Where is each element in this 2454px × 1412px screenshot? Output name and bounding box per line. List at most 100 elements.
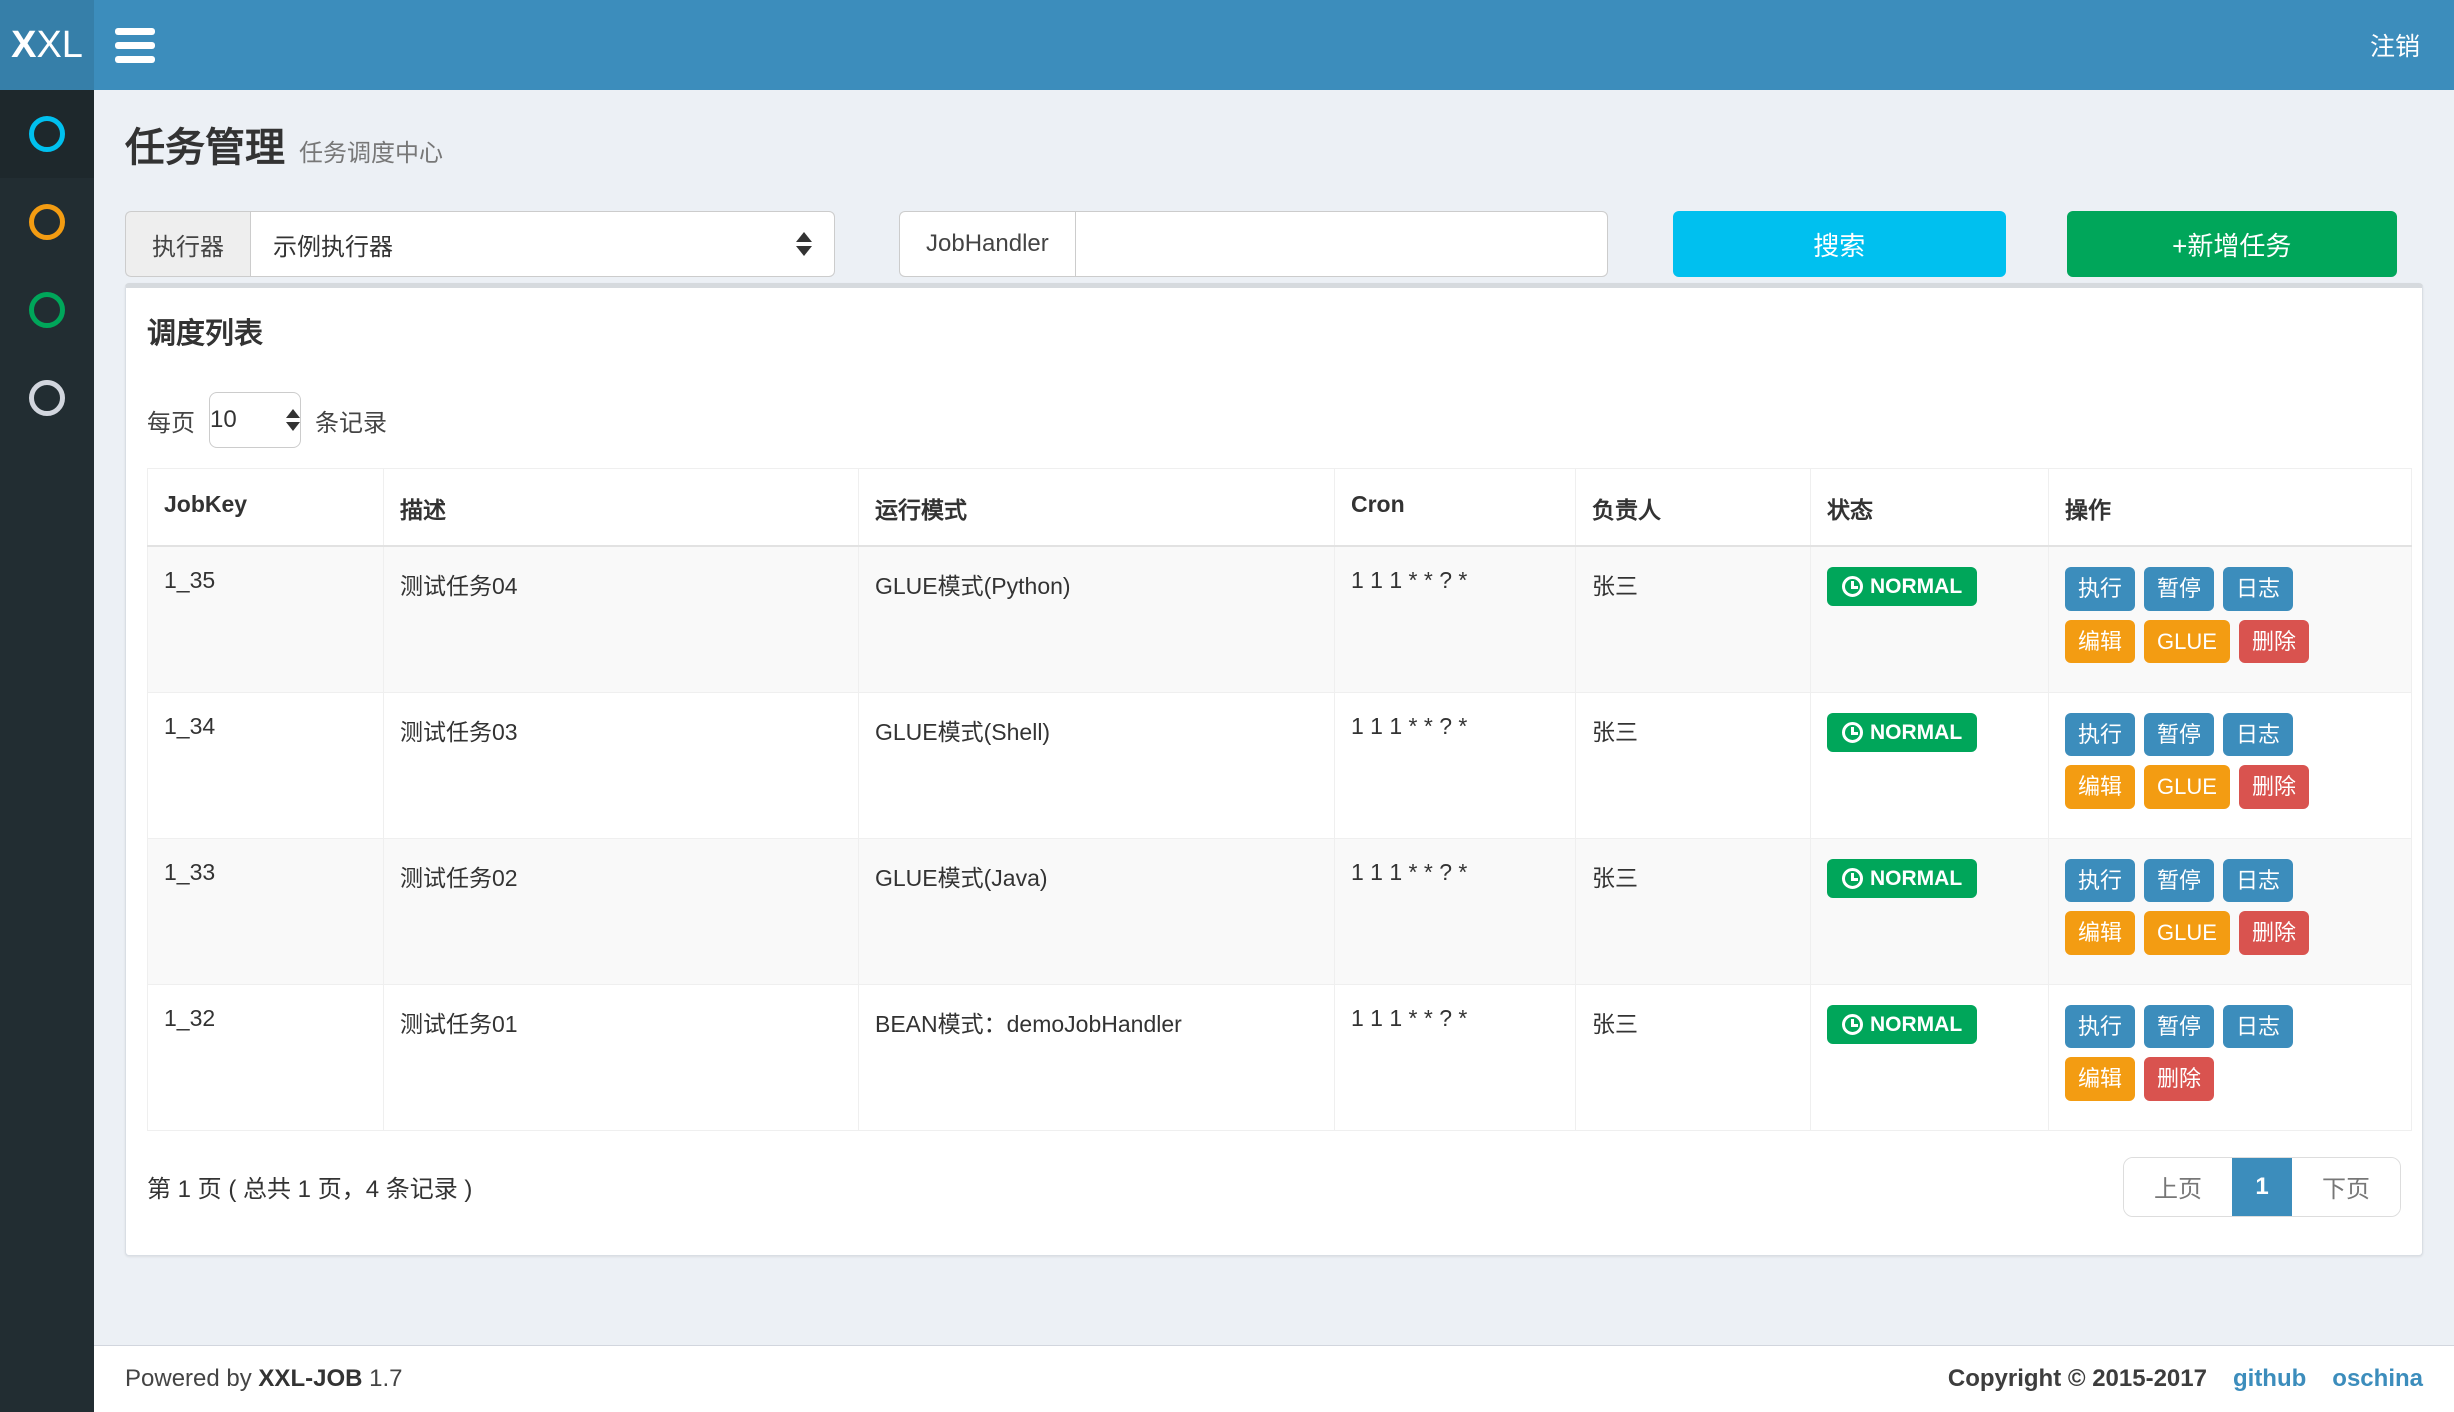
jobhandler-input[interactable] [1074, 211, 1608, 277]
col-actions: 操作 [2048, 468, 2412, 547]
executor-select[interactable]: 示例执行器 [250, 211, 835, 277]
pager: 上页 1 下页 [2123, 1156, 2401, 1217]
pause-button[interactable]: 暂停 [2144, 858, 2215, 902]
app-logo-bold: X [11, 23, 37, 66]
panel-title: 调度列表 [147, 318, 264, 350]
cell-owner: 张三 [1575, 691, 1811, 839]
table-row: 1_35 测试任务04 GLUE模式(Python) 1 1 1 * * ? * 张三 N… [147, 545, 2412, 693]
cell-jobkey: 1_33 [147, 837, 384, 985]
cell-jobkey: 1_34 [147, 691, 384, 839]
col-cron: Cron [1334, 468, 1576, 547]
cell-description: 测试任务04 [383, 545, 859, 693]
prev-page-button[interactable]: 上页 [2124, 1157, 2232, 1216]
cell-cron: 1 1 1 * * ? * [1334, 691, 1576, 839]
cell-actions: 执行 暂停 日志编辑 GLUE 删除 [2048, 691, 2412, 839]
clock-icon [1842, 1013, 1863, 1035]
log-button[interactable]: 日志 [2223, 567, 2294, 611]
page-size-select[interactable]: 10 [209, 392, 301, 448]
cell-description: 测试任务02 [383, 837, 859, 985]
cell-jobkey: 1_35 [147, 545, 384, 693]
delete-button[interactable]: 删除 [2238, 911, 2309, 955]
run-button[interactable]: 执行 [2065, 567, 2136, 611]
run-button[interactable]: 执行 [2065, 1004, 2136, 1048]
page-size-suffix: 条记录 [315, 409, 387, 437]
cell-actions: 执行 暂停 日志编辑 删除 [2048, 983, 2412, 1131]
edit-button[interactable]: 编辑 [2065, 765, 2136, 809]
app-logo-rest: XL [36, 23, 83, 66]
cell-status: NORMAL [1810, 545, 2049, 693]
copyright-text: Copyright © 2015-2017 [1947, 1365, 2207, 1392]
run-button[interactable]: 执行 [2065, 712, 2136, 756]
cell-actions: 执行 暂停 日志编辑 GLUE 删除 [2048, 545, 2412, 693]
clock-icon [1842, 721, 1863, 743]
page-subtitle: 任务调度中心 [299, 140, 443, 167]
hamburger-bar [115, 41, 155, 49]
edit-button[interactable]: 编辑 [2065, 619, 2136, 663]
pause-button[interactable]: 暂停 [2144, 712, 2215, 756]
action-buttons: 执行 暂停 日志编辑 GLUE 删除 [2065, 567, 2311, 663]
cell-run-mode: GLUE模式(Shell) [858, 691, 1335, 839]
footer-right: Copyright © 2015-2017 github oschina [1948, 1365, 2423, 1393]
sidebar-item-dashboard[interactable] [0, 90, 94, 178]
cell-description: 测试任务01 [383, 983, 859, 1131]
search-button[interactable]: 搜索 [1672, 211, 2006, 277]
table-row: 1_33 测试任务02 GLUE模式(Java) 1 1 1 * * ? * 张三 NOR… [147, 837, 2412, 985]
filter-toolbar: 执行器 示例执行器 JobHandler 搜索 +新增任务 [125, 211, 2423, 277]
app-logo[interactable]: X XL [0, 0, 94, 90]
oschina-link[interactable]: oschina [2332, 1365, 2423, 1392]
run-button[interactable]: 执行 [2065, 858, 2136, 902]
brand-version: 1.7 [369, 1365, 403, 1392]
cell-run-mode: GLUE模式(Python) [858, 545, 1335, 693]
cell-actions: 执行 暂停 日志编辑 GLUE 删除 [2048, 837, 2412, 985]
hamburger-bar [115, 55, 155, 63]
sidebar-toggle-icon[interactable] [94, 0, 176, 90]
glue-button[interactable]: GLUE [2144, 765, 2230, 809]
glue-button[interactable]: GLUE [2144, 911, 2230, 955]
page-size-row: 每页 10 条记录 [147, 392, 2401, 448]
delete-button[interactable]: 删除 [2144, 1057, 2215, 1101]
col-owner: 负责人 [1575, 468, 1811, 547]
clock-icon [1842, 867, 1863, 889]
delete-button[interactable]: 删除 [2238, 765, 2309, 809]
schedule-list-panel: 调度列表 每页 10 条记录 JobKey 描述 运行模式 Cr [125, 283, 2423, 1256]
add-job-button[interactable]: +新增任务 [2066, 211, 2397, 277]
pause-button[interactable]: 暂停 [2144, 567, 2215, 611]
status-badge: NORMAL [1827, 1004, 1978, 1044]
cell-owner: 张三 [1575, 837, 1811, 985]
executor-label: 执行器 [125, 211, 250, 277]
next-page-button[interactable]: 下页 [2292, 1157, 2400, 1216]
cell-status: NORMAL [1810, 837, 2049, 985]
page-number-button[interactable]: 1 [2232, 1157, 2292, 1216]
col-status: 状态 [1810, 468, 2049, 547]
cell-jobkey: 1_32 [147, 983, 384, 1131]
page-header: 任务管理 任务调度中心 [125, 115, 2423, 173]
table-row: 1_34 测试任务03 GLUE模式(Shell) 1 1 1 * * ? * 张三 NO… [147, 691, 2412, 839]
edit-button[interactable]: 编辑 [2065, 911, 2136, 955]
navbar-right: 注销 [2336, 0, 2454, 90]
edit-button[interactable]: 编辑 [2065, 1057, 2136, 1101]
log-button[interactable]: 日志 [2223, 1004, 2294, 1048]
log-button[interactable]: 日志 [2223, 858, 2294, 902]
github-link[interactable]: github [2232, 1365, 2307, 1392]
sidebar-item-job-manage[interactable] [0, 178, 94, 266]
page-size-value: 10 [210, 406, 237, 433]
sidebar-menu [0, 90, 94, 442]
cell-owner: 张三 [1575, 545, 1811, 693]
col-mode: 运行模式 [858, 468, 1335, 547]
main-footer: Powered by XXL-JOB 1.7 Copyright © 2015-… [94, 1345, 2454, 1412]
pause-button[interactable]: 暂停 [2144, 1004, 2215, 1048]
col-jobkey: JobKey [147, 468, 384, 547]
glue-button[interactable]: GLUE [2144, 619, 2230, 663]
sidebar-item-job-log[interactable] [0, 266, 94, 354]
circle-o-icon [29, 380, 65, 416]
pagination-row: 第 1 页 ( 总共 1 页，4 条记录 ) 上页 1 下页 [147, 1156, 2401, 1217]
cell-status: NORMAL [1810, 983, 2049, 1131]
log-button[interactable]: 日志 [2223, 712, 2294, 756]
cell-run-mode: BEAN模式：demoJobHandler [858, 983, 1335, 1131]
logout-link[interactable]: 注销 [2369, 33, 2420, 61]
cell-cron: 1 1 1 * * ? * [1334, 545, 1576, 693]
jobhandler-label: JobHandler [899, 211, 1075, 277]
delete-button[interactable]: 删除 [2238, 619, 2309, 663]
sidebar-item-help[interactable] [0, 354, 94, 442]
col-desc: 描述 [383, 468, 859, 547]
